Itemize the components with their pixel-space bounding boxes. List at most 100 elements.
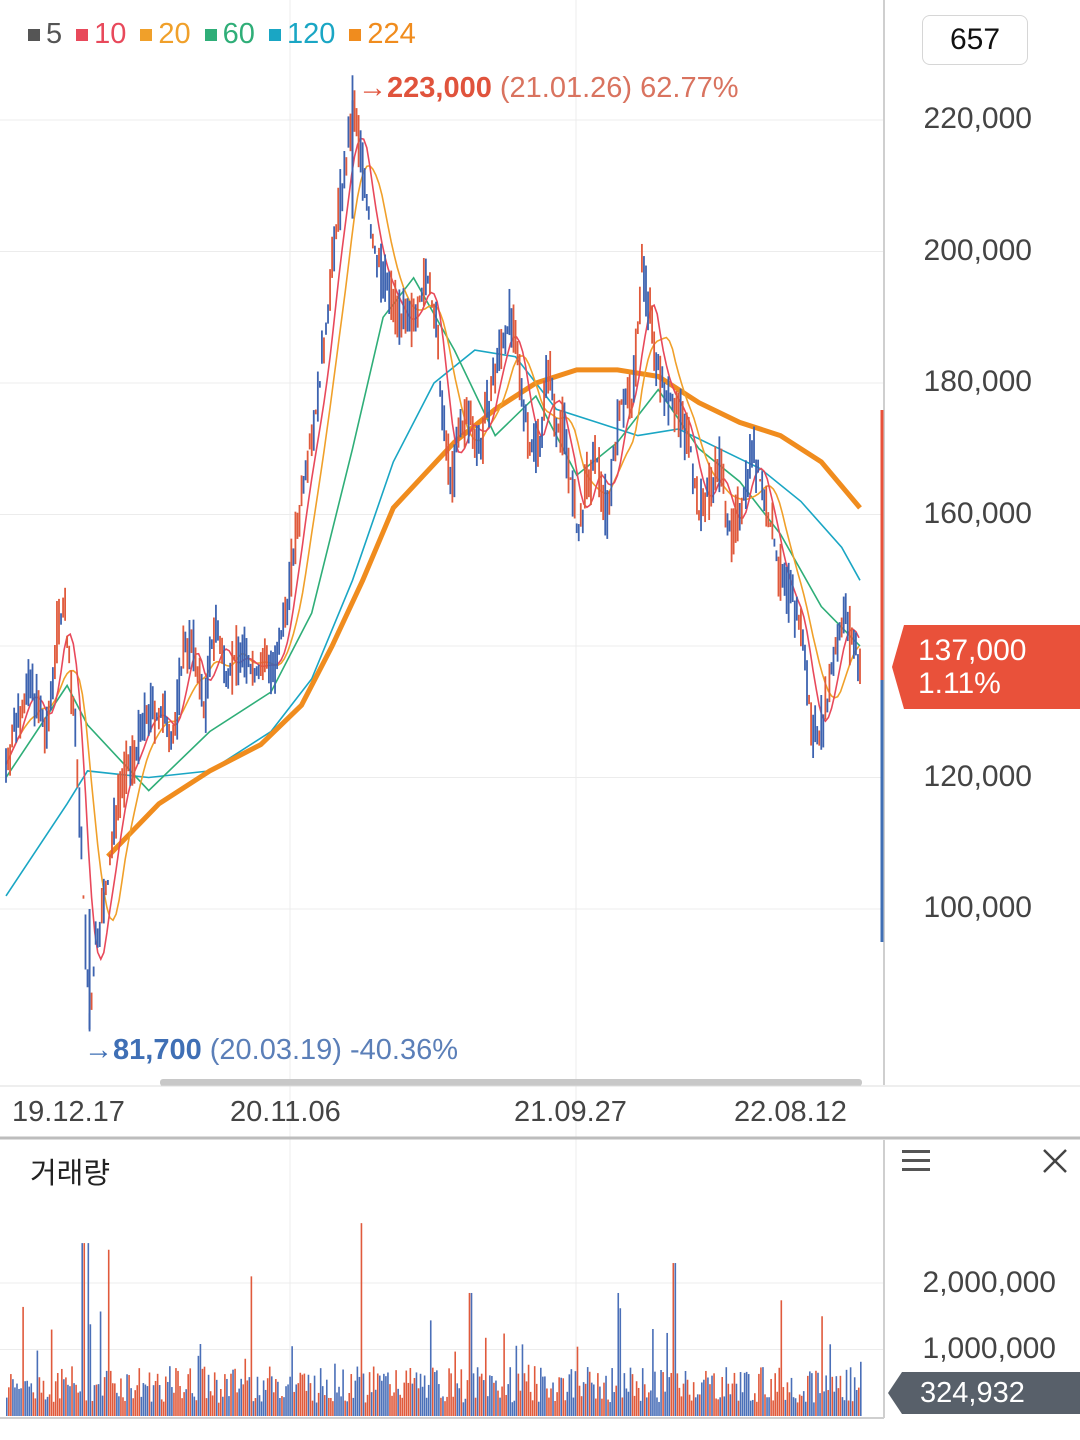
volume-bar [238,1388,240,1416]
volume-bar [611,1368,613,1416]
volume-bar [676,1373,679,1416]
volume-bar [346,1401,348,1416]
volume-bar [813,1402,815,1416]
volume-bar [336,1392,338,1416]
volume-bar [332,1401,334,1416]
volume-bar [817,1372,819,1416]
volume-bar [462,1402,465,1416]
volume-bar [378,1375,381,1416]
volume-bar [637,1387,640,1416]
volume-bar [36,1350,39,1416]
volume-bar [50,1329,53,1416]
volume-bar [701,1382,703,1416]
volume-bar [252,1401,255,1416]
volume-bar [213,1372,216,1416]
volume-bar [694,1397,697,1416]
volume-bar [374,1389,377,1416]
x-axis-tick-label: 21.09.27 [514,1096,627,1128]
volume-bar [725,1367,728,1416]
volume-bar [199,1344,202,1416]
volume-bar [356,1366,359,1416]
volume-bar [164,1376,167,1416]
volume-bar [857,1387,860,1416]
volume-bar [146,1386,149,1416]
legend-swatch-icon [76,28,89,41]
volume-bar [334,1363,336,1416]
volume-bar [560,1377,562,1416]
volume-bar [827,1390,829,1416]
volume-bar [495,1380,497,1416]
volume-bar [497,1390,499,1416]
volume-bar [717,1399,719,1416]
volume-bar [413,1377,416,1416]
horizontal-scrollbar[interactable] [160,1079,862,1086]
volume-bar [784,1399,787,1416]
volume-bar [855,1390,858,1416]
volume-bar [211,1395,214,1416]
volume-bar [101,1395,104,1416]
volume-bar [185,1389,187,1416]
volume-bar [83,1243,86,1416]
volume-bar [340,1396,342,1416]
min-price-annotation: →81,700 (20.03.19) -40.36% [84,1034,458,1067]
period-count-box[interactable]: 657 [922,15,1028,65]
volume-bar [264,1389,267,1416]
volume-bar [743,1372,746,1416]
volume-bar [533,1366,536,1416]
volume-bar [162,1401,165,1416]
volume-bar [654,1371,656,1416]
volume-bar [287,1384,289,1416]
volume-bar [501,1386,503,1416]
volume-bar [509,1367,512,1416]
volume-bar [737,1400,740,1416]
volume-bar [835,1376,838,1416]
volume-bar [95,1384,98,1416]
volume-bar [89,1324,92,1416]
volume-bar [40,1392,43,1416]
volume-bar [38,1377,41,1416]
volume-bar [91,1401,94,1416]
volume-bar [749,1400,752,1416]
volume-bar [209,1391,212,1416]
volume-bar [285,1386,287,1416]
volume-bar [678,1387,681,1416]
volume-bar [273,1392,275,1416]
volume-bar [256,1376,259,1416]
volume-bar [745,1371,748,1416]
volume-bar [774,1373,776,1416]
volume-bar [780,1300,783,1416]
legend-swatch-icon [349,28,362,41]
volume-bar [540,1367,542,1416]
volume-bar [629,1367,632,1416]
legend-swatch-icon [140,28,153,41]
min-price-detail: (20.03.19) -40.36% [209,1034,459,1066]
legend-item-ma120[interactable]: 120 [268,18,335,51]
volume-bar [444,1401,446,1416]
legend-item-ma20[interactable]: 20 [140,18,191,51]
volume-bar [792,1397,795,1416]
close-icon[interactable] [1040,1146,1070,1176]
x-axis-tick-label: 22.08.12 [734,1096,847,1128]
volume-bar [599,1386,601,1416]
legend-item-ma10[interactable]: 10 [76,18,126,51]
hamburger-menu-icon[interactable] [902,1150,930,1174]
volume-bar [191,1393,194,1416]
volume-bar [782,1387,785,1416]
volume-bar [405,1370,408,1416]
volume-bar [623,1373,626,1416]
volume-bar [760,1367,762,1416]
volume-bar [401,1397,404,1416]
volume-bar [297,1383,300,1416]
legend-item-ma60[interactable]: 60 [204,18,255,51]
volume-bar [696,1394,699,1416]
volume-bar [289,1376,291,1416]
volume-bar [317,1392,320,1416]
legend-item-ma5[interactable]: 5 [28,18,62,51]
volume-bar [525,1381,528,1416]
ma60-line [5,276,861,792]
volume-bar [385,1376,387,1416]
volume-bar [134,1390,137,1416]
volume-bar [460,1369,463,1416]
legend-item-ma224[interactable]: 224 [349,18,416,51]
